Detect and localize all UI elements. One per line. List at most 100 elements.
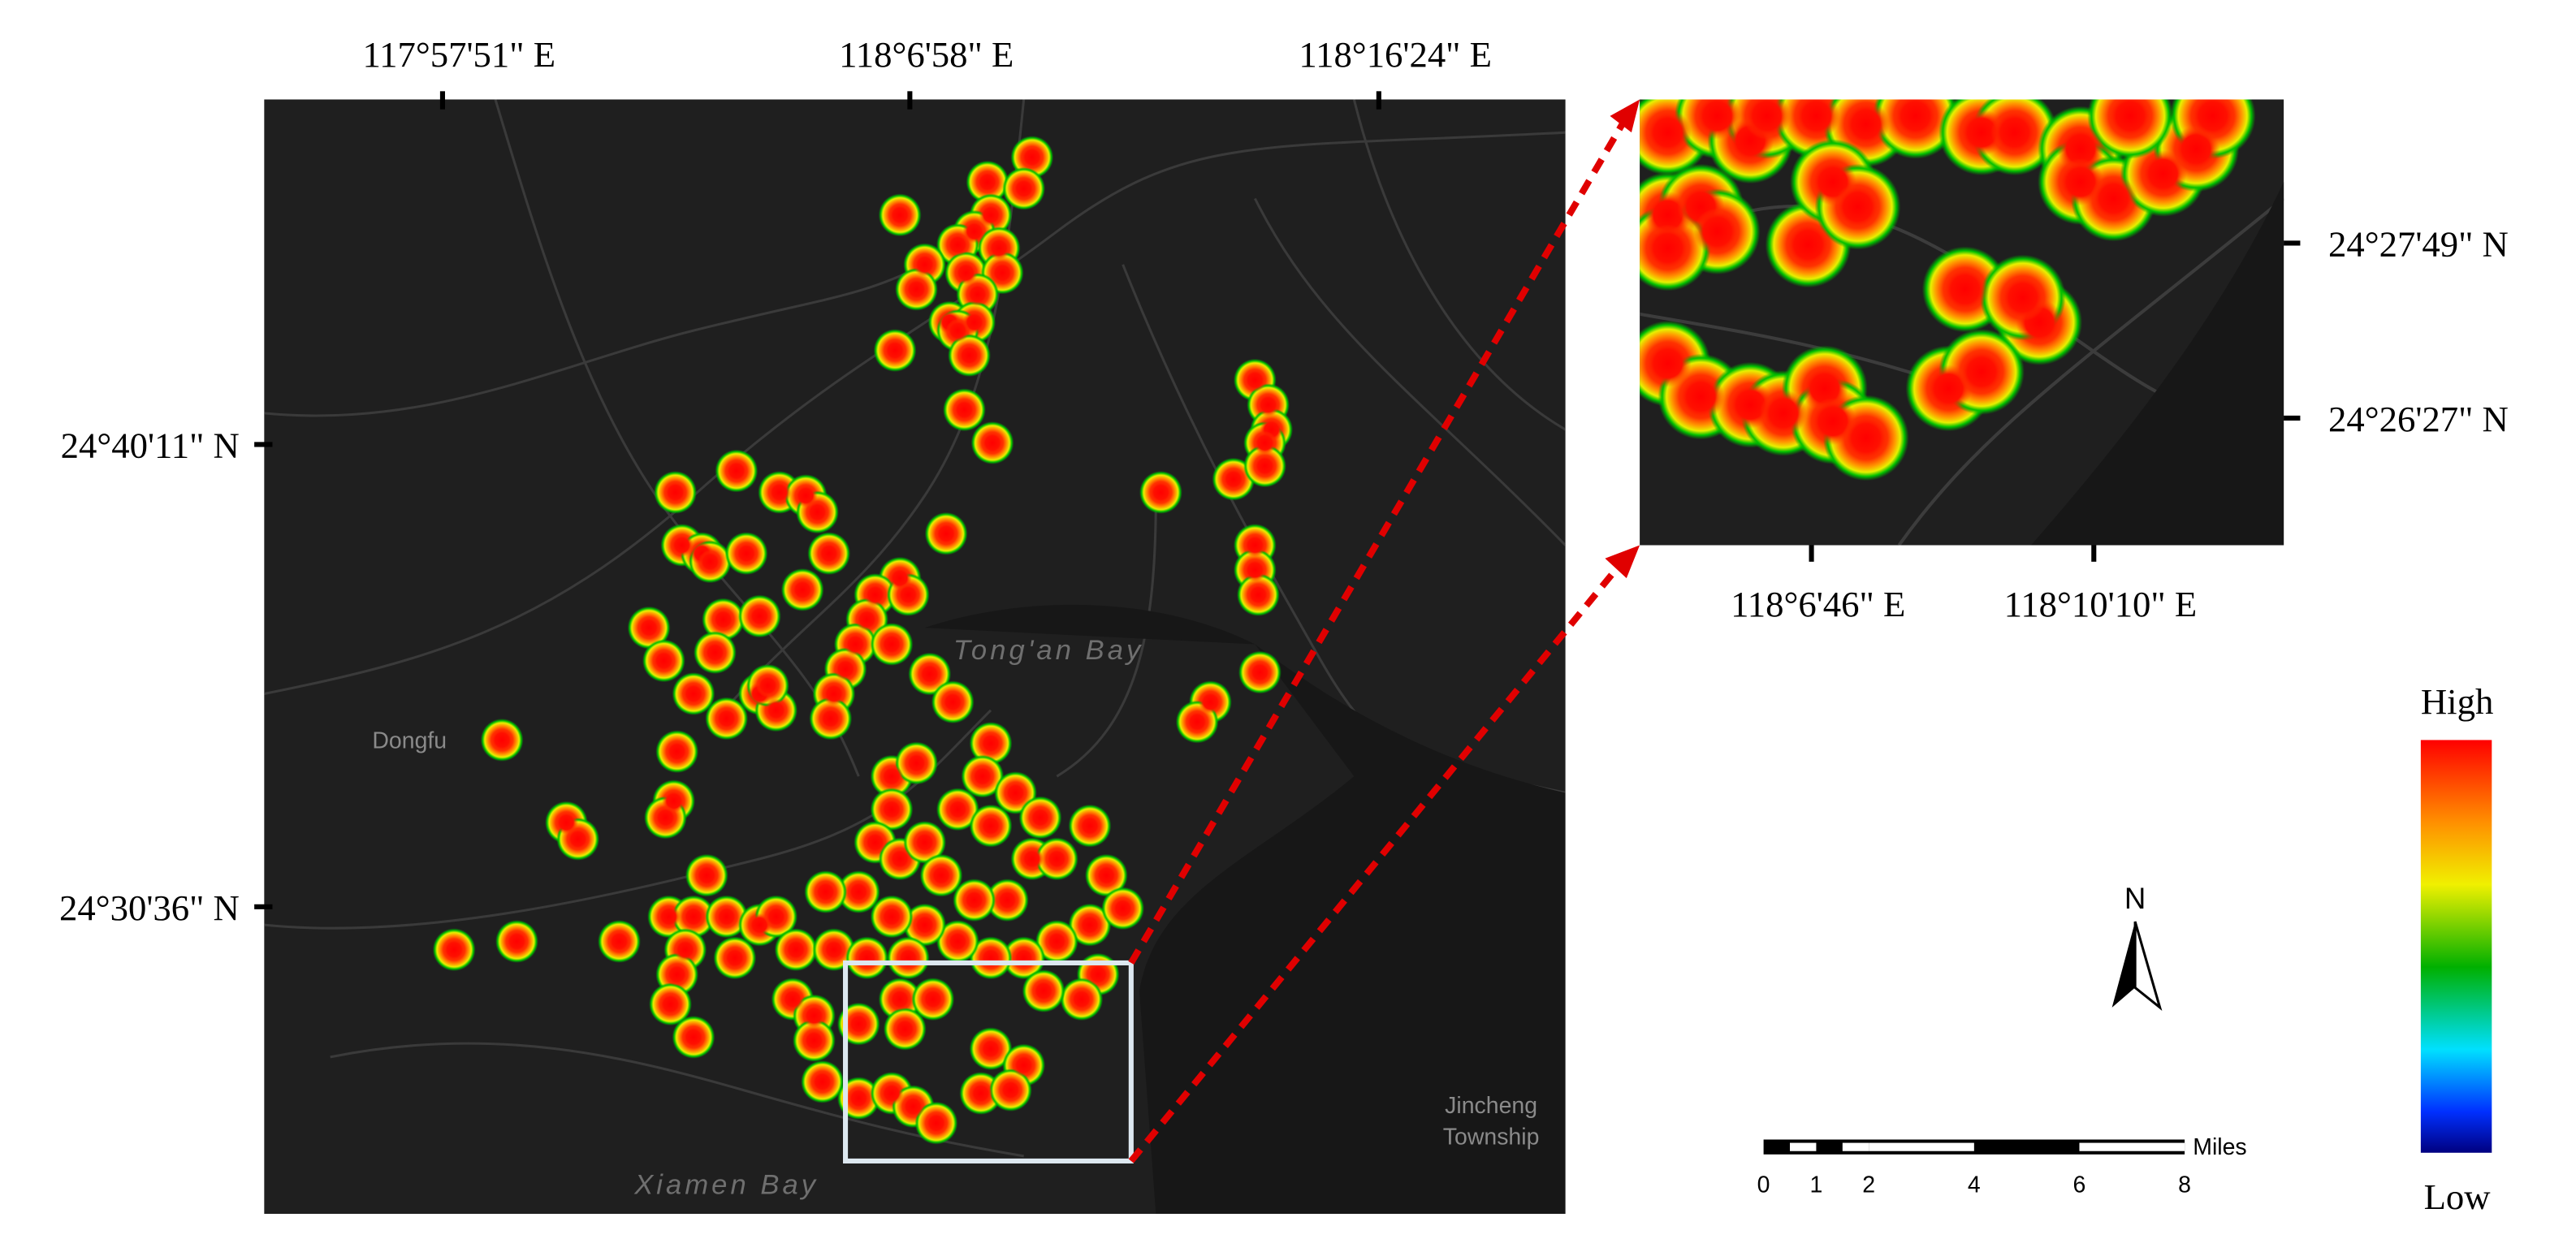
- heat-core: [1028, 805, 1052, 830]
- zoom-arrow: [1128, 120, 1627, 965]
- heat-core: [681, 1025, 706, 1049]
- heat-core: [715, 904, 739, 929]
- heat-core: [1246, 582, 1270, 607]
- heat-core: [442, 938, 466, 962]
- heat-core: [896, 582, 920, 607]
- heat-core: [1891, 99, 1939, 140]
- heat-core: [863, 582, 888, 607]
- heat-core: [715, 706, 739, 731]
- heat-core: [953, 261, 979, 285]
- heat-core: [814, 879, 838, 904]
- heat-core: [1111, 896, 1135, 921]
- heat-core: [566, 827, 590, 851]
- heat-core: [846, 1086, 871, 1111]
- heat-core: [724, 459, 749, 483]
- heat-core: [734, 542, 759, 566]
- heat-core: [793, 483, 818, 508]
- heat-core: [698, 550, 722, 574]
- heat-core: [904, 277, 929, 301]
- heat-core: [2139, 149, 2187, 198]
- legend-low: Low: [2424, 1176, 2492, 1217]
- longitude-label: 118°16'24" E: [1299, 34, 1492, 75]
- arrow-head: [1605, 545, 1640, 579]
- heat-core: [663, 480, 688, 504]
- heat-core: [819, 706, 843, 731]
- heat-core: [790, 577, 815, 602]
- inset-heatmap: [1640, 99, 2256, 481]
- heatmap: [432, 136, 1294, 1145]
- place-name: Township: [1443, 1125, 1540, 1150]
- latitude-label: 24°30'36" N: [59, 887, 240, 928]
- heat-core: [1198, 690, 1222, 714]
- place-name: Dongfu: [372, 728, 447, 754]
- place-name: Tong'an Bay: [953, 635, 1143, 666]
- heat-core: [2056, 125, 2105, 173]
- heat-core: [979, 203, 1003, 227]
- heat-core: [780, 987, 805, 1012]
- heat-core: [962, 219, 987, 244]
- heat-core: [653, 805, 677, 830]
- heat-core: [913, 253, 937, 277]
- heat-core: [665, 962, 689, 986]
- heat-core: [1252, 454, 1277, 478]
- heat-core: [755, 673, 780, 697]
- heat-core: [952, 398, 977, 422]
- heat-core: [747, 604, 772, 628]
- heat-core: [843, 632, 867, 657]
- heat-core: [1759, 389, 1808, 437]
- heat-core: [1256, 393, 1281, 417]
- heat-core: [1243, 533, 1267, 558]
- heat-core: [1044, 929, 1069, 954]
- heat-core: [670, 533, 694, 558]
- heat-core: [863, 830, 888, 855]
- heat-core: [822, 938, 846, 962]
- heat-core: [637, 615, 661, 640]
- heat-core: [990, 261, 1014, 285]
- longitude-label: 118°6'58" E: [839, 34, 1014, 75]
- scale-bar-label: 2: [1862, 1172, 1875, 1198]
- heat-core: [854, 946, 880, 970]
- heat-core: [979, 946, 1003, 970]
- heat-core: [554, 810, 578, 835]
- heat-core: [904, 751, 929, 775]
- heat-core: [940, 690, 965, 714]
- heat-core: [1031, 978, 1056, 1004]
- heat-core: [921, 987, 945, 1012]
- heat-core: [970, 764, 995, 788]
- heat-core: [888, 987, 912, 1012]
- heat-core: [651, 649, 676, 673]
- heat-core: [784, 938, 808, 962]
- heat-core: [945, 797, 970, 822]
- inset-water: [2031, 182, 2284, 546]
- heat-core: [1094, 863, 1118, 887]
- color-ramp: [2420, 740, 2492, 1153]
- legend-high: High: [2421, 681, 2493, 722]
- heat-core: [2106, 99, 2155, 140]
- scale-bar-label: 1: [1809, 1172, 1822, 1198]
- longitude-label: 117°57'51" E: [362, 34, 555, 75]
- heat-core: [681, 681, 706, 706]
- heat-core: [767, 480, 792, 504]
- heat-core: [883, 339, 907, 363]
- heat-core: [945, 318, 970, 343]
- longitude-label: 118°6'46" E: [1731, 584, 1905, 624]
- heat-core: [1941, 266, 1989, 313]
- zoom-arrow: [1128, 564, 1621, 1163]
- heat-core: [1792, 99, 1840, 140]
- heat-core: [1086, 962, 1110, 986]
- heat-core: [975, 170, 1000, 194]
- heat-core: [1957, 348, 2006, 396]
- heat-core: [1784, 221, 1832, 269]
- heat-core: [980, 430, 1005, 455]
- heat-core: [822, 681, 846, 706]
- heat-core: [945, 232, 970, 257]
- heat-core: [1693, 208, 1741, 256]
- place-name: Jincheng: [1445, 1093, 1537, 1119]
- heat-core: [665, 740, 689, 764]
- heat-core: [979, 731, 1003, 756]
- arrow-head: [1610, 99, 1640, 133]
- heat-core: [888, 847, 912, 871]
- heat-core: [656, 904, 681, 929]
- scale-bar-label: 0: [1757, 1172, 1770, 1198]
